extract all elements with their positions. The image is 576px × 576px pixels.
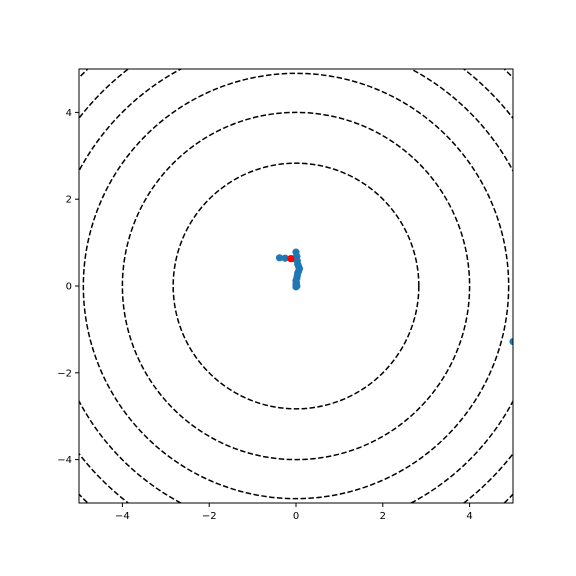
y-tick-label: −4 [57, 455, 72, 466]
y-tick-label: 0 [66, 282, 72, 293]
data-point-0-18 [292, 282, 301, 291]
x-tick-label: −2 [202, 511, 217, 522]
x-tick-label: 0 [293, 511, 299, 522]
y-tick-label: −2 [57, 368, 72, 379]
y-tick-label: 4 [66, 108, 72, 119]
data-point-0-19 [509, 337, 513, 346]
x-tick-label: 2 [380, 511, 386, 522]
data-point-0-1 [281, 254, 289, 262]
contour-circle-2 [82, 72, 510, 500]
x-axis: −4 −2 0 2 4 [115, 503, 473, 522]
contour-circle-1 [121, 111, 471, 461]
y-axis: −4 −2 0 2 4 [57, 108, 79, 466]
y-tick-label: 2 [66, 195, 72, 206]
data-point-1-0 [287, 255, 295, 263]
point-layer [275, 248, 513, 346]
x-tick-label: 4 [466, 511, 472, 522]
x-tick-label: −4 [115, 511, 130, 522]
data-point-0-0 [275, 254, 284, 262]
contour-circle-0 [172, 162, 420, 410]
